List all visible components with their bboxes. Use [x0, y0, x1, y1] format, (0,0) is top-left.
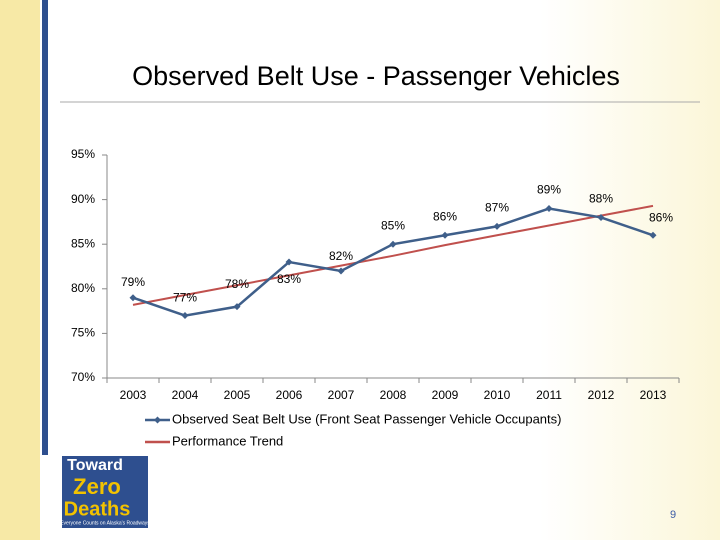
data-label: 83%	[277, 272, 301, 286]
marker	[649, 231, 657, 239]
x-tick-label: 2008	[380, 388, 407, 402]
logo-text: Toward	[67, 457, 123, 474]
y-tick-label: 85%	[71, 236, 95, 250]
x-tick-label: 2011	[536, 388, 562, 402]
y-tick-label: 80%	[71, 281, 95, 295]
data-label: 86%	[649, 210, 673, 224]
marker	[493, 222, 501, 230]
marker	[545, 205, 553, 213]
marker	[597, 213, 605, 221]
marker	[285, 258, 293, 266]
x-tick-label: 2010	[484, 388, 511, 402]
logo-text: Zero	[73, 474, 121, 499]
y-tick-label: 70%	[71, 370, 95, 384]
side-band	[0, 0, 40, 540]
x-tick-label: 2003	[120, 388, 147, 402]
logo-text: Deaths	[64, 498, 131, 520]
x-tick-label: 2007	[328, 388, 355, 402]
x-tick-label: 2009	[432, 388, 459, 402]
legend-label: Observed Seat Belt Use (Front Seat Passe…	[172, 411, 561, 426]
data-label: 87%	[485, 201, 509, 215]
data-label: 85%	[381, 218, 405, 232]
x-tick-label: 2006	[276, 388, 303, 402]
y-tick-label: 75%	[71, 326, 95, 340]
page-number: 9	[670, 509, 676, 521]
logo-box	[62, 456, 148, 528]
data-label: 88%	[589, 192, 613, 206]
logo-tagline: Everyone Counts on Alaska's Roadways	[60, 520, 150, 526]
chart-title: Observed Belt Use - Passenger Vehicles	[132, 61, 620, 91]
data-label: 77%	[173, 291, 197, 305]
marker	[441, 231, 449, 239]
y-tick-label: 95%	[71, 147, 95, 161]
data-label: 78%	[225, 277, 249, 291]
x-tick-label: 2013	[640, 388, 667, 402]
series-line	[132, 204, 654, 306]
marker	[233, 303, 241, 311]
data-label: 86%	[433, 209, 457, 223]
marker	[129, 294, 137, 302]
side-bar	[42, 0, 48, 455]
x-tick-label: 2005	[224, 388, 251, 402]
legend-label: Performance Trend	[172, 433, 283, 448]
data-label: 82%	[329, 249, 353, 263]
x-tick-label: 2004	[172, 388, 199, 402]
y-tick-label: 90%	[71, 192, 95, 206]
marker	[389, 240, 397, 248]
x-tick-label: 2012	[588, 388, 615, 402]
marker	[337, 267, 345, 275]
data-label: 79%	[121, 275, 145, 289]
data-label: 89%	[537, 183, 561, 197]
marker	[181, 312, 189, 320]
logo: Toward Zero Deaths Everyone Counts on Al…	[60, 456, 150, 528]
legend-marker	[154, 416, 161, 424]
